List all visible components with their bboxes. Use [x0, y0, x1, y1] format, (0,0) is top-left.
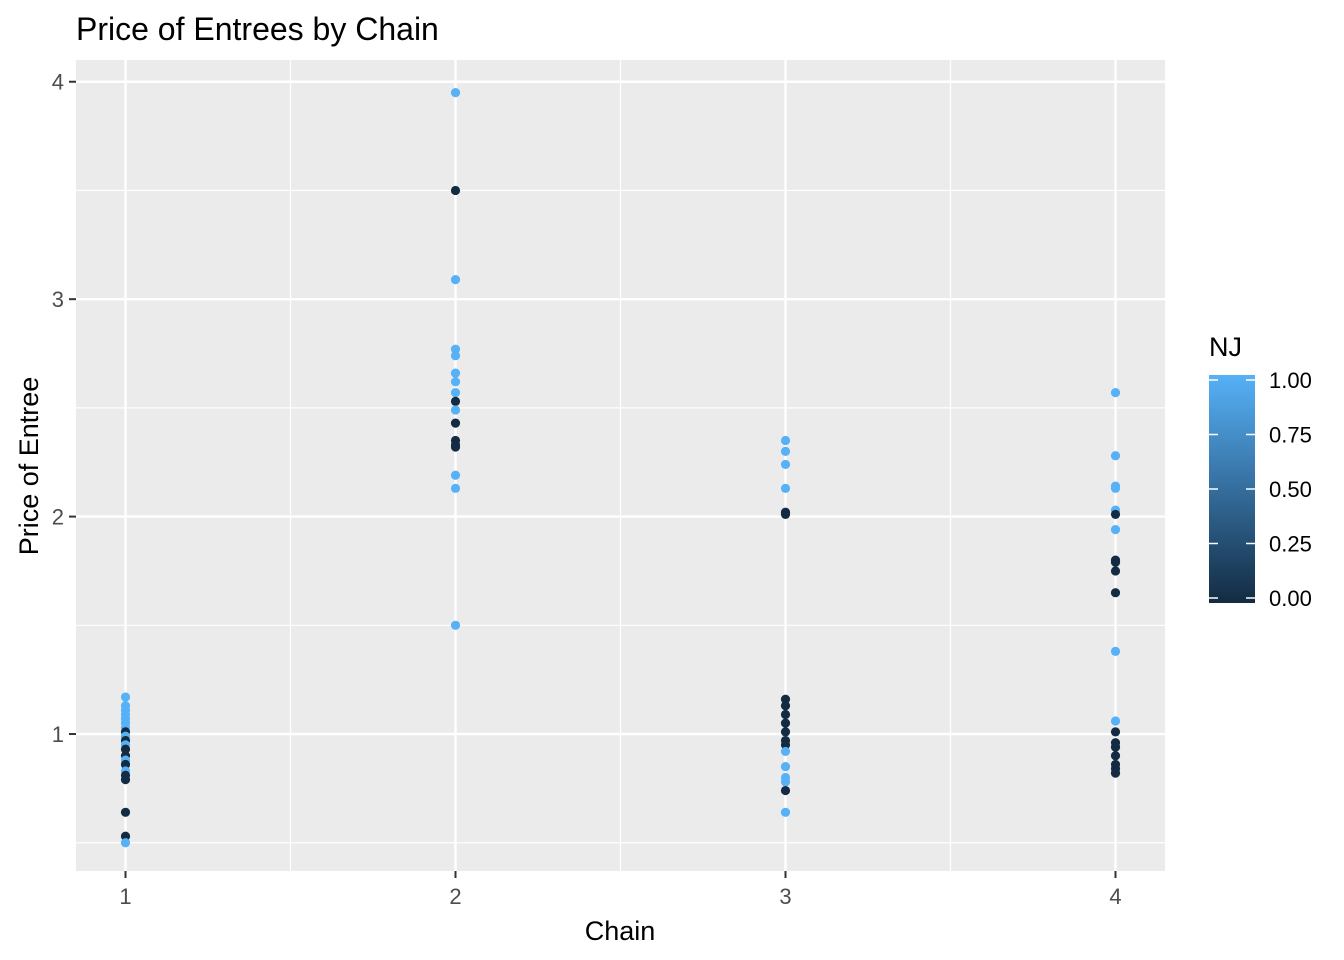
data-point	[450, 88, 461, 98]
chart-title: Price of Entrees by Chain	[76, 11, 439, 47]
y-axis-ticks: 1 2 3 4	[52, 70, 76, 747]
data-point	[1110, 388, 1121, 398]
data-point	[120, 831, 131, 841]
colorbar-ticks: 0.00 0.25 0.50 0.75 1.00	[1209, 368, 1312, 611]
data-point	[450, 344, 461, 354]
data-point	[450, 185, 461, 196]
data-point	[780, 746, 791, 757]
data-point	[450, 396, 461, 406]
data-point	[1110, 557, 1121, 567]
data-point	[120, 759, 131, 770]
x-tick-label: 3	[779, 884, 791, 909]
data-point	[450, 470, 461, 480]
data-points	[120, 88, 1121, 848]
data-point	[1110, 716, 1121, 726]
data-point	[120, 692, 131, 702]
data-point	[1110, 483, 1121, 493]
data-point	[120, 744, 131, 754]
data-point	[1110, 525, 1121, 535]
data-point	[780, 762, 791, 772]
data-point	[1110, 742, 1121, 752]
x-tick-label: 2	[449, 884, 461, 909]
data-point	[780, 727, 791, 737]
y-tick-label: 3	[52, 287, 64, 312]
data-point	[450, 275, 461, 285]
colorbar-tick-label: 0.00	[1269, 586, 1312, 611]
data-point	[450, 442, 461, 452]
x-tick-label: 4	[1109, 884, 1121, 909]
x-axis-ticks: 1 2 3 4	[119, 871, 1122, 909]
data-point	[780, 446, 791, 456]
data-point	[780, 709, 791, 720]
data-point	[780, 694, 791, 704]
data-point	[780, 807, 791, 817]
data-point	[780, 435, 791, 446]
data-point	[450, 368, 461, 378]
grid-minor	[76, 60, 1165, 871]
data-point	[450, 418, 461, 428]
data-point	[780, 459, 791, 470]
data-point	[780, 509, 791, 520]
data-point	[780, 777, 791, 787]
colorbar-tick-label: 0.25	[1269, 532, 1312, 557]
colorbar-tick-label: 0.50	[1269, 477, 1312, 502]
data-point	[450, 620, 461, 630]
data-point	[1110, 509, 1121, 520]
data-point	[120, 775, 131, 785]
x-axis-title: Chain	[585, 916, 656, 946]
data-point	[120, 807, 131, 817]
y-tick-label: 4	[52, 70, 64, 95]
colorbar-tick-label: 0.75	[1269, 423, 1312, 448]
data-point	[780, 483, 791, 493]
data-point	[780, 740, 791, 750]
y-tick-label: 1	[52, 722, 64, 747]
data-point	[120, 838, 131, 848]
data-point	[450, 483, 461, 493]
y-tick-label: 2	[52, 505, 64, 530]
data-point	[1110, 566, 1121, 576]
legend-title: NJ	[1209, 332, 1242, 362]
y-axis-title: Price of Entree	[14, 377, 44, 556]
data-point	[1110, 588, 1121, 598]
data-point	[1110, 727, 1121, 737]
x-tick-label: 1	[119, 884, 131, 909]
legend-colorbar: NJ 0.00 0.25 0.50 0.75 1.00	[1209, 332, 1312, 611]
data-point	[1110, 751, 1121, 761]
data-point	[1110, 646, 1121, 656]
data-point	[780, 718, 791, 728]
data-point	[450, 377, 461, 387]
data-point	[780, 701, 791, 711]
data-point	[780, 785, 791, 796]
data-point	[1110, 451, 1121, 461]
data-point	[450, 388, 461, 398]
data-point	[1110, 768, 1121, 778]
data-point	[450, 405, 461, 415]
colorbar-tick-label: 1.00	[1269, 368, 1312, 393]
data-point	[450, 351, 461, 361]
